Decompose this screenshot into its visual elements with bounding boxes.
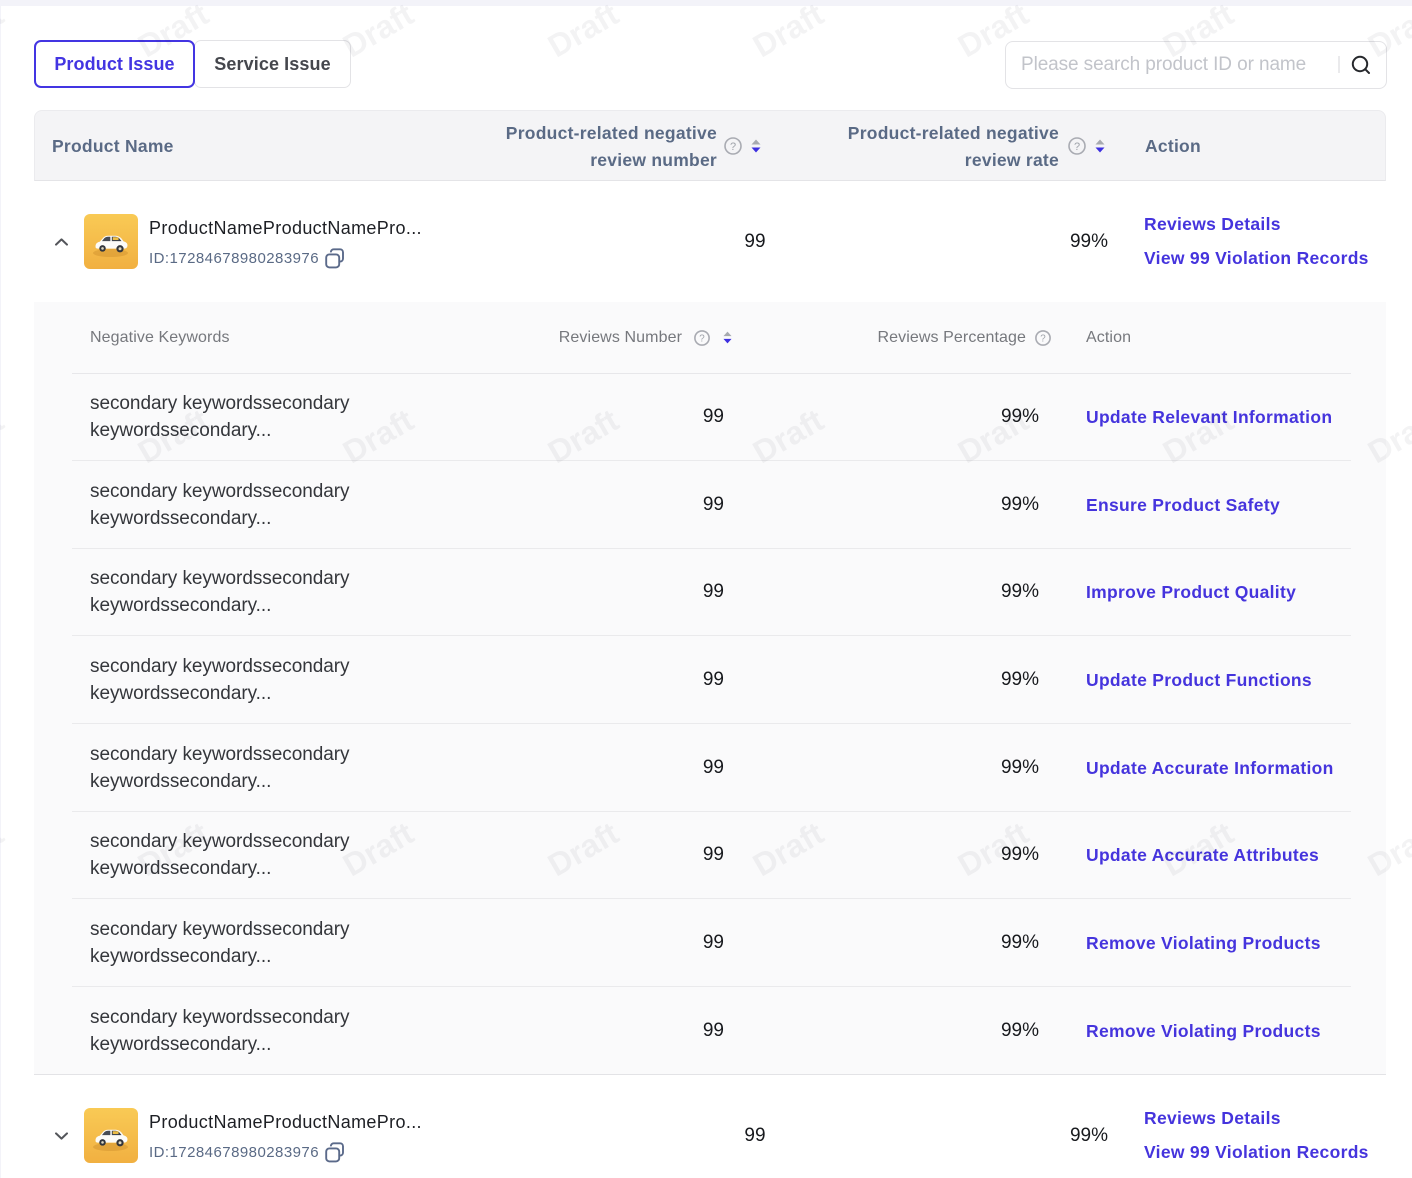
svg-text:?: ? xyxy=(1040,333,1046,344)
svg-text:?: ? xyxy=(699,333,705,344)
svg-text:?: ? xyxy=(1074,141,1080,153)
svg-text:?: ? xyxy=(730,141,736,153)
